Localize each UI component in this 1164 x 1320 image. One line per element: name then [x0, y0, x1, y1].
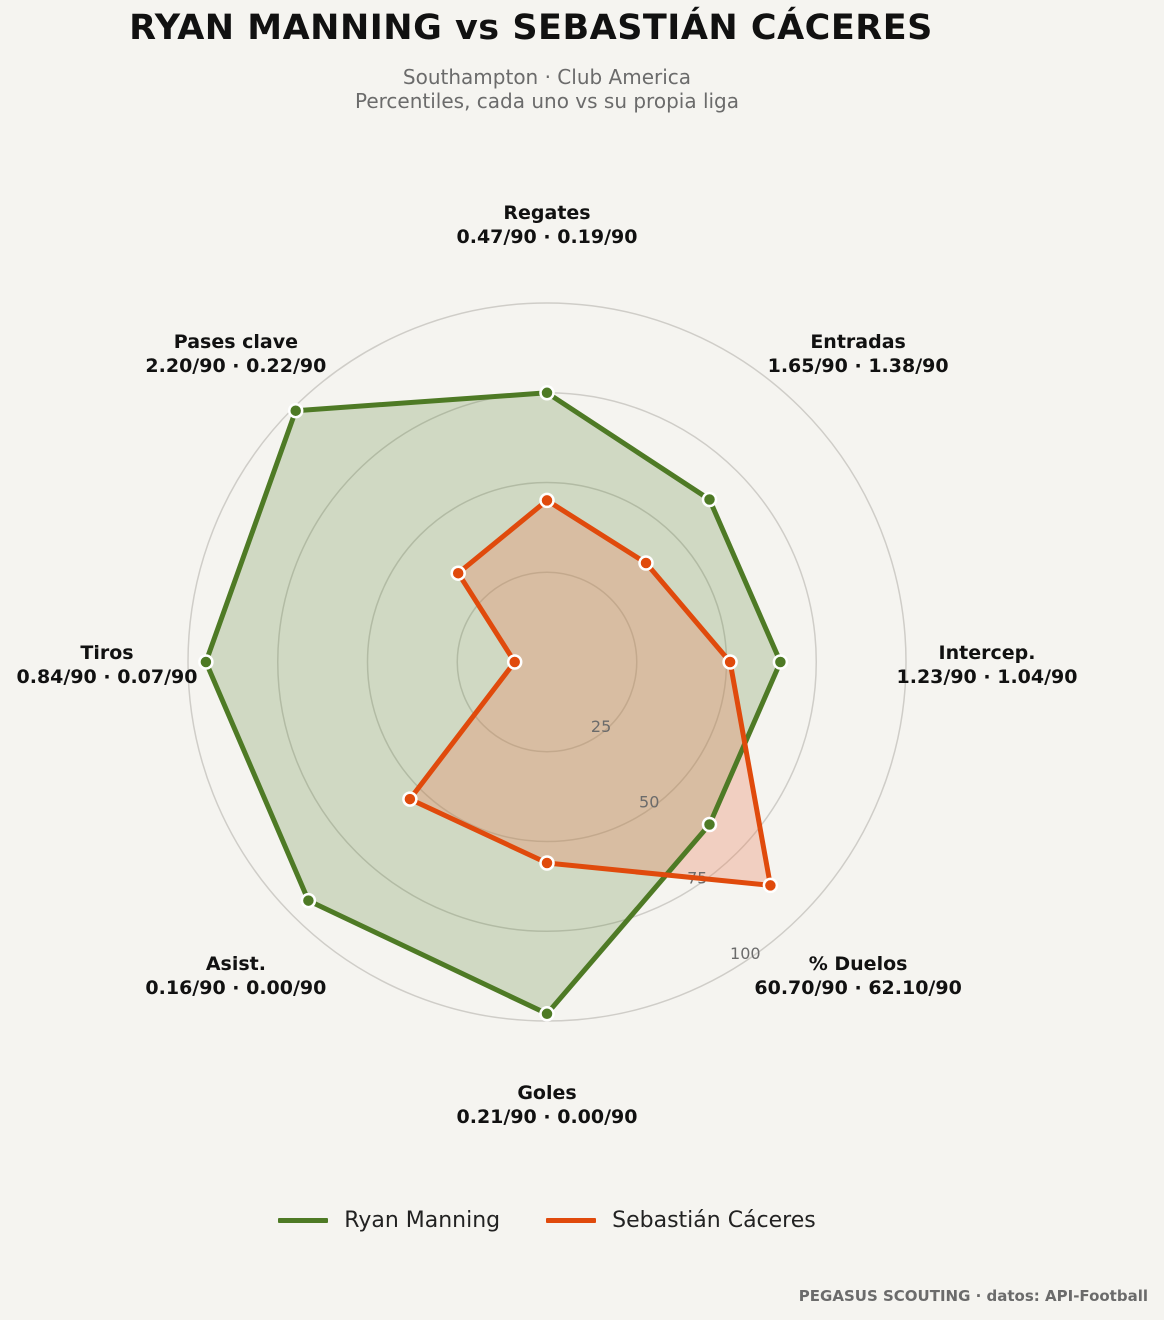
- legend-item-series-2[interactable]: Sebastián Cáceres: [546, 1208, 816, 1233]
- axis-values-6: 0.16/90 · 0.00/90: [145, 977, 326, 999]
- series-2-point-6: [402, 791, 418, 807]
- axis-label-6: Asist.: [206, 953, 266, 975]
- series-1-point-5: [539, 1006, 555, 1022]
- axis-label-3: Intercep.: [939, 642, 1036, 664]
- series-area-2: [409, 500, 771, 886]
- r-tick-label-4: 100: [730, 944, 761, 963]
- footer-credit: PEGASUS SCOUTING · datos: API-Football: [798, 1287, 1148, 1305]
- r-tick-label-1: 25: [591, 717, 611, 736]
- chart-subtitle-description: Percentiles, cada uno vs su propia liga: [354, 89, 740, 113]
- legend: Ryan Manning Sebastián Cáceres: [0, 1208, 1094, 1233]
- series-1-point-8: [287, 402, 304, 419]
- legend-label-series-2: Sebastián Cáceres: [612, 1208, 816, 1233]
- axis-values-4: 60.70/90 · 62.10/90: [754, 977, 961, 999]
- series-1-point-1: [539, 385, 555, 401]
- series-2-point-5: [539, 855, 555, 871]
- axis-label-7: Tiros: [80, 642, 133, 664]
- legend-label-series-1: Ryan Manning: [344, 1208, 501, 1233]
- series-1-point-7: [198, 654, 214, 670]
- legend-swatch-series-2: [546, 1218, 597, 1223]
- axis-label-2: Entradas: [810, 331, 906, 353]
- axis-values-3: 1.23/90 · 1.04/90: [897, 666, 1078, 688]
- series-2-point-7: [506, 654, 523, 670]
- series-2-point-4: [762, 877, 779, 894]
- axis-values-2: 1.65/90 · 1.38/90: [768, 355, 949, 377]
- series-area-1: [205, 392, 781, 1014]
- axis-label-1: Regates: [503, 202, 590, 224]
- r-tick-label-2: 50: [639, 793, 659, 812]
- grid-ring-1: [456, 571, 638, 753]
- series-1-point-6: [300, 892, 317, 909]
- axis-values-7: 0.84/90 · 0.07/90: [17, 666, 198, 688]
- series-2-point-1: [539, 492, 555, 509]
- series-2-point-2: [638, 555, 654, 571]
- axis-values-5: 0.21/90 · 0.00/90: [457, 1106, 638, 1128]
- series-1-point-3: [772, 654, 789, 670]
- axis-label-5: Goles: [517, 1082, 576, 1104]
- series-2-point-3: [722, 654, 738, 670]
- series-1-point-4: [701, 816, 718, 833]
- series-2-point-8: [450, 565, 466, 581]
- legend-item-series-1[interactable]: Ryan Manning: [278, 1208, 500, 1233]
- chart-title: RYAN MANNING vs SEBASTIÁN CÁCERES: [129, 8, 933, 48]
- legend-swatch-series-1: [278, 1218, 329, 1223]
- axis-label-4: % Duelos: [809, 953, 908, 975]
- chart-subtitle-teams: Southampton · Club America: [402, 65, 692, 89]
- axis-values-8: 2.20/90 · 0.22/90: [145, 355, 326, 377]
- axis-label-8: Pases clave: [174, 331, 298, 353]
- series-1-point-2: [701, 491, 718, 508]
- axis-values-1: 0.47/90 · 0.19/90: [457, 226, 638, 248]
